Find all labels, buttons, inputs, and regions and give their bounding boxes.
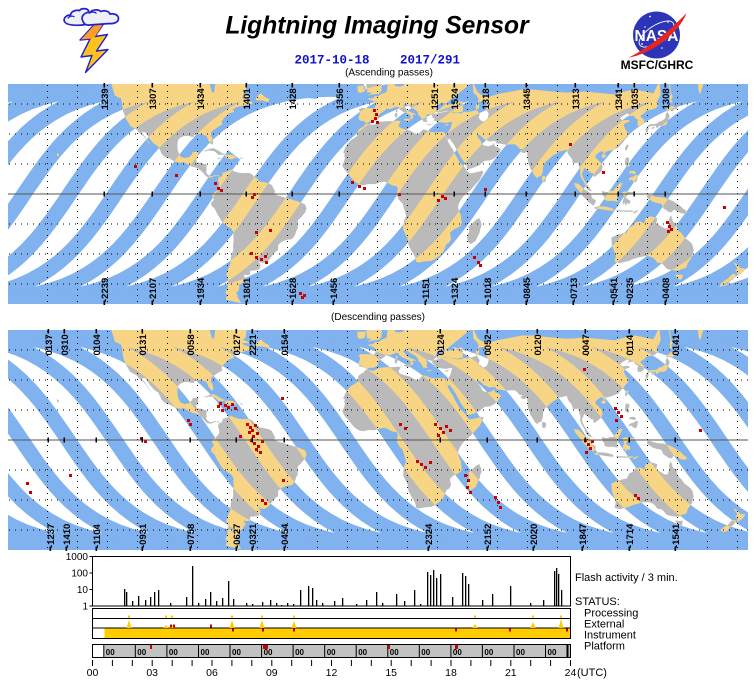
svg-text:-0235: -0235 (625, 277, 636, 302)
svg-text:-0758: -0758 (186, 524, 197, 548)
svg-text:00: 00 (516, 648, 525, 657)
svg-text:-0408: -0408 (661, 278, 672, 302)
svg-text:0114: 0114 (625, 334, 636, 355)
svg-text:-1018: -1018 (483, 278, 494, 302)
svg-text:1313: 1313 (571, 88, 582, 109)
svg-text:-1714: -1714 (625, 523, 636, 548)
svg-text:-1151: -1151 (421, 278, 432, 302)
svg-text:-0321: -0321 (248, 523, 259, 548)
svg-text:-0627: -0627 (232, 524, 243, 548)
svg-text:15: 15 (385, 667, 397, 679)
svg-text:MSFC/GHRC: MSFC/GHRC (621, 58, 694, 72)
svg-text:Platform: Platform (584, 641, 625, 653)
svg-text:-2020: -2020 (529, 524, 540, 548)
svg-text:00: 00 (201, 648, 210, 657)
svg-text:-1237: -1237 (46, 524, 57, 548)
svg-text:00: 00 (232, 648, 241, 657)
svg-text:-0713: -0713 (569, 278, 580, 302)
svg-text:0047: 0047 (581, 334, 592, 355)
svg-text:-1104: -1104 (92, 524, 103, 548)
svg-text:1239: 1239 (100, 88, 111, 109)
svg-text:-1541: -1541 (671, 523, 682, 548)
svg-text:1: 1 (82, 602, 88, 613)
svg-text:1356: 1356 (335, 88, 346, 109)
svg-text:00: 00 (295, 648, 304, 657)
svg-text:External: External (584, 619, 624, 631)
svg-text:-0454: -0454 (280, 523, 291, 548)
svg-text:-1847: -1847 (578, 524, 589, 548)
svg-text:-1628: -1628 (288, 278, 299, 302)
svg-text:Processing: Processing (584, 608, 638, 620)
svg-text:1428: 1428 (288, 88, 299, 109)
svg-text:1524: 1524 (450, 88, 461, 110)
svg-text:0310: 0310 (60, 334, 71, 355)
svg-text:-0845: -0845 (522, 277, 533, 302)
svg-text:12: 12 (326, 667, 338, 679)
svg-text:0124: 0124 (436, 334, 447, 356)
svg-text:00: 00 (390, 648, 399, 657)
svg-text:0137: 0137 (44, 334, 55, 355)
svg-text:100: 100 (71, 569, 88, 580)
svg-text:18: 18 (445, 667, 457, 679)
svg-text:1318: 1318 (481, 88, 492, 109)
svg-text:0127: 0127 (232, 334, 243, 355)
svg-text:2017/291: 2017/291 (400, 54, 460, 68)
svg-text:00: 00 (421, 648, 430, 657)
svg-text:STATUS:: STATUS: (575, 596, 620, 608)
svg-text:21: 21 (505, 667, 517, 679)
svg-text:(Ascending passes): (Ascending passes) (345, 68, 433, 79)
svg-text:00: 00 (87, 667, 99, 679)
svg-text:(UTC): (UTC) (577, 667, 607, 679)
svg-text:Flash activity / 3 min.: Flash activity / 3 min. (575, 572, 678, 584)
svg-text:00: 00 (264, 648, 273, 657)
svg-text:0058: 0058 (186, 334, 197, 355)
svg-text:2221: 2221 (248, 334, 259, 356)
svg-text:00: 00 (137, 648, 146, 657)
svg-text:-1456: -1456 (329, 278, 340, 302)
svg-text:-1324: -1324 (450, 277, 461, 302)
svg-text:00: 00 (484, 648, 493, 657)
svg-text:0104: 0104 (92, 334, 103, 356)
svg-text:1401: 1401 (242, 88, 253, 110)
svg-text:1307: 1307 (148, 88, 159, 109)
svg-text:06: 06 (206, 667, 218, 679)
svg-text:-1410: -1410 (62, 524, 73, 548)
svg-text:03: 03 (146, 667, 158, 679)
svg-text:24: 24 (565, 667, 577, 679)
svg-text:1251: 1251 (430, 88, 441, 110)
svg-text:-2324: -2324 (424, 523, 435, 548)
svg-text:1000: 1000 (66, 552, 89, 563)
svg-text:0120: 0120 (533, 334, 544, 355)
svg-text:00: 00 (327, 648, 336, 657)
svg-text:-2239: -2239 (100, 278, 111, 302)
svg-text:0141: 0141 (671, 334, 682, 356)
svg-text:00: 00 (106, 648, 115, 657)
svg-text:1341: 1341 (614, 88, 625, 110)
svg-text:00: 00 (453, 648, 462, 657)
svg-text:00: 00 (358, 648, 367, 657)
svg-text:00: 00 (548, 648, 557, 657)
svg-text:1434: 1434 (196, 88, 207, 110)
svg-text:1035: 1035 (630, 88, 641, 110)
svg-text:-0541: -0541 (609, 277, 620, 302)
svg-text:0154: 0154 (280, 334, 291, 356)
svg-text:0052: 0052 (483, 334, 494, 355)
svg-text:10: 10 (77, 585, 89, 596)
svg-text:0131: 0131 (138, 334, 149, 356)
svg-text:Lightning Imaging Sensor: Lightning Imaging Sensor (225, 13, 530, 40)
svg-text:1308: 1308 (661, 88, 672, 109)
svg-text:-2107: -2107 (148, 278, 159, 302)
svg-text:1345: 1345 (522, 88, 533, 110)
svg-text:-2152: -2152 (483, 524, 494, 548)
svg-text:-0931: -0931 (138, 523, 149, 548)
svg-text:2017-10-18: 2017-10-18 (294, 54, 369, 68)
svg-text:(Descending passes): (Descending passes) (331, 312, 425, 323)
svg-text:00: 00 (169, 648, 178, 657)
svg-text:-1934: -1934 (196, 277, 207, 302)
svg-text:09: 09 (266, 667, 278, 679)
svg-text:Instrument: Instrument (584, 630, 636, 642)
svg-text:-1801: -1801 (242, 277, 253, 302)
